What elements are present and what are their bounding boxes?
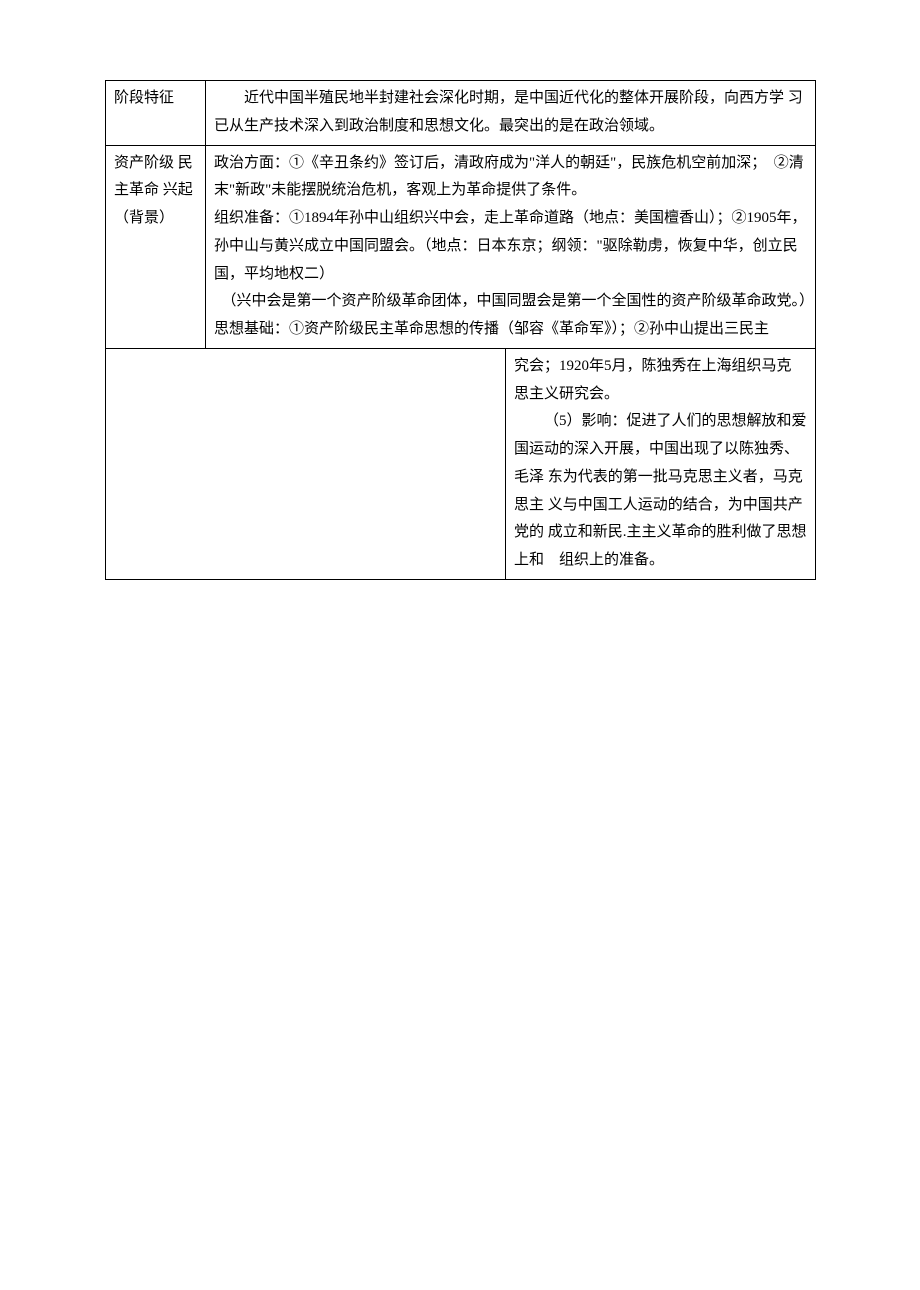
cell-text: 资产阶级 民主革命 兴起（背景） xyxy=(114,155,193,227)
paragraph: 政治方面：①《辛丑条约》签订后，清政府成为"洋人的朝廷"，民族危机空前加深； ②… xyxy=(214,150,807,206)
cell-revolution-content: 政治方面：①《辛丑条约》签订后，清政府成为"洋人的朝廷"，民族危机空前加深； ②… xyxy=(206,145,816,348)
paragraph: （5）影响：促进了人们的思想解放和爱国运动的深入开展，中国出现了以陈独秀、毛泽 … xyxy=(514,408,807,575)
cell-text: 近代中国半殖民地半封建社会深化时期，是中国近代化的整体开展阶段，向西方学 习已从… xyxy=(214,90,803,134)
cell-empty xyxy=(106,348,206,579)
cell-stage-content: 近代中国半殖民地半封建社会深化时期，是中国近代化的整体开展阶段，向西方学 习已从… xyxy=(206,81,816,146)
table-row: 资产阶级 民主革命 兴起（背景） 政治方面：①《辛丑条约》签订后，清政府成为"洋… xyxy=(106,145,816,348)
cell-text: 阶段特征 xyxy=(114,90,174,106)
cell-revolution-label: 资产阶级 民主革命 兴起（背景） xyxy=(106,145,206,348)
table-row: 究会；1920年5月，陈独秀在上海组织马克 思主义研究会。 （5）影响：促进了人… xyxy=(106,348,816,579)
cell-empty xyxy=(206,348,506,579)
cell-impact-content: 究会；1920年5月，陈独秀在上海组织马克 思主义研究会。 （5）影响：促进了人… xyxy=(506,348,816,579)
paragraph: 组织准备：①1894年孙中山组织兴中会，走上革命道路（地点：美国檀香山）；②19… xyxy=(214,205,807,288)
cell-stage-label: 阶段特征 xyxy=(106,81,206,146)
paragraph: 思想基础：①资产阶级民主革命思想的传播（邹容《革命军》）；②孙中山提出三民主 xyxy=(214,316,807,344)
document-table: 阶段特征 近代中国半殖民地半封建社会深化时期，是中国近代化的整体开展阶段，向西方… xyxy=(105,80,816,580)
paragraph: （兴中会是第一个资产阶级革命团体，中国同盟会是第一个全国性的资产阶级革命政党。） xyxy=(214,288,807,316)
table-row: 阶段特征 近代中国半殖民地半封建社会深化时期，是中国近代化的整体开展阶段，向西方… xyxy=(106,81,816,146)
paragraph: 究会；1920年5月，陈独秀在上海组织马克 思主义研究会。 xyxy=(514,353,807,409)
